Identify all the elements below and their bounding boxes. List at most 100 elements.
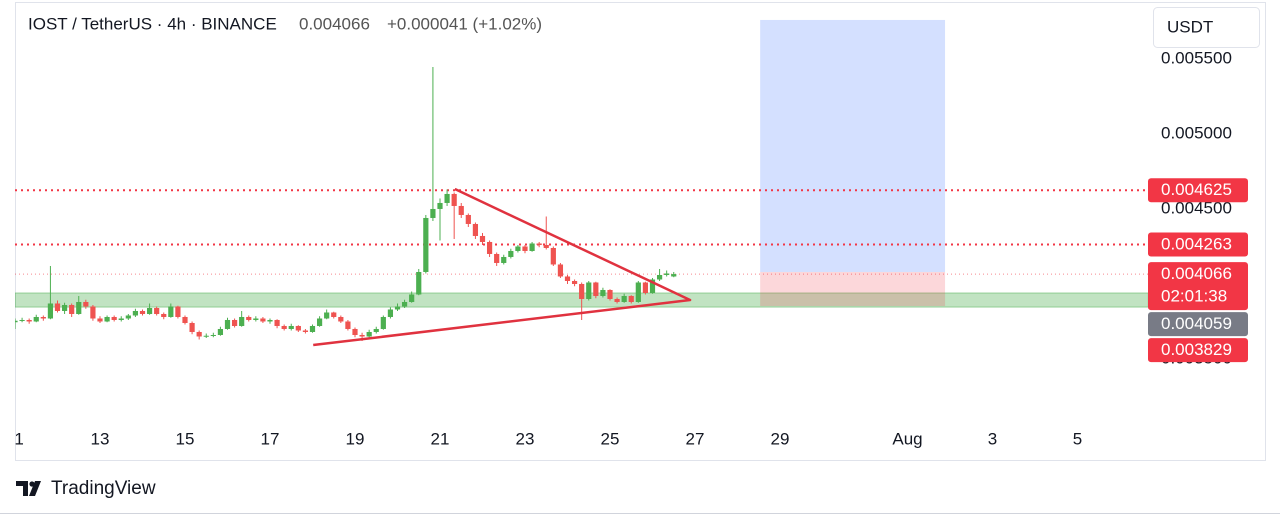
currency-label[interactable]: USDT [1167, 17, 1213, 36]
candle-body [274, 319, 280, 326]
candle-body [210, 334, 216, 336]
x-tick-label: 15 [176, 429, 195, 448]
candle-body [401, 301, 408, 307]
countdown-label: 02:01:38 [1161, 287, 1227, 306]
candle-body [33, 316, 39, 322]
price-label-box [1148, 232, 1248, 257]
price-change: +0.000041 (+1.02%) [387, 14, 542, 33]
candle-body [146, 307, 153, 314]
candle-body [465, 214, 471, 224]
chart-frame [15, 2, 1266, 461]
candle-body [154, 307, 160, 314]
chart-title: IOST / TetherUS · 4h · BINANCE [28, 14, 277, 33]
candle-body [359, 334, 365, 337]
candle-body [338, 316, 344, 322]
candle-body [175, 306, 181, 317]
candle-body [472, 223, 479, 236]
candle-body [189, 322, 195, 332]
candle-body [593, 282, 599, 296]
candle-body [54, 303, 61, 311]
price-label-box [1148, 312, 1248, 337]
x-tick-label: 29 [771, 429, 790, 448]
candle-body [19, 319, 25, 321]
candle-body [161, 313, 167, 317]
candle-body [90, 306, 96, 319]
brand-name: TradingView [51, 478, 156, 499]
price-label-box [1148, 178, 1248, 203]
candle-body [515, 246, 521, 251]
candle-body [217, 328, 224, 335]
candle-body [494, 253, 500, 263]
candle-body [430, 208, 436, 218]
price-labels: 0.004625 0.004263 0.004066 02:01:38 0.004059… [1148, 178, 1248, 363]
candle-body [47, 303, 54, 319]
candle-body [97, 318, 103, 322]
candle-body [288, 325, 294, 329]
price-label: 0.004059 [1161, 314, 1232, 333]
candle-body [316, 318, 323, 326]
candle-body [557, 264, 564, 277]
candle-body [309, 325, 316, 332]
plot-area [15, 19, 1148, 347]
candle-body [182, 316, 188, 323]
candle-body [196, 331, 202, 337]
currency-button[interactable] [1153, 7, 1260, 48]
price-label-box [1148, 262, 1248, 311]
x-tick-label: 17 [261, 429, 280, 448]
candle-body [423, 217, 429, 272]
candle-body [168, 306, 174, 317]
candle-body [479, 235, 486, 242]
y-tick-label: 0.005000 [1161, 123, 1232, 142]
candle-body [345, 321, 351, 329]
x-tick-label: 3 [988, 429, 997, 448]
candle-body [125, 315, 131, 319]
candle-body [671, 274, 677, 277]
candle-body [571, 280, 578, 284]
candle-body [579, 283, 585, 299]
candle-body [543, 244, 549, 248]
candle-body [104, 316, 110, 322]
candle-body [628, 295, 634, 302]
candle-body [366, 331, 372, 337]
candle-body [203, 335, 209, 337]
x-tick-label: 11 [6, 429, 24, 448]
candle-body [118, 318, 124, 320]
candle-body [373, 328, 379, 332]
x-tick-label: 25 [601, 429, 620, 448]
candle-body [437, 202, 443, 209]
candle-body [664, 273, 670, 275]
candle-body [550, 247, 556, 265]
brand-logo [16, 481, 41, 496]
y-tick-label: 0.004500 [1161, 198, 1232, 217]
candle-body [132, 310, 139, 316]
candle-body [231, 319, 238, 326]
candle-body [331, 312, 337, 317]
candle-body [614, 298, 620, 302]
candle-body [246, 316, 252, 320]
candle-body [508, 250, 514, 257]
candle-body [649, 279, 656, 293]
price-label: 0.004066 [1161, 264, 1232, 283]
candle-body [61, 304, 68, 311]
candle-body [586, 282, 592, 299]
candle-body [607, 289, 613, 299]
candle-body [600, 289, 606, 296]
candle-body [380, 316, 386, 329]
candle-body [444, 193, 450, 203]
candle-body [656, 274, 663, 280]
candle-body [635, 282, 641, 302]
candle-body [40, 316, 46, 319]
x-tick-label: 27 [686, 429, 705, 448]
x-tick-label: 5 [1073, 429, 1082, 448]
candle-body [522, 246, 528, 251]
candle-body [295, 325, 301, 331]
x-tick-label: 19 [346, 429, 365, 448]
candle-body [416, 271, 422, 295]
candle-body [458, 205, 464, 215]
price-label: 0.004625 [1161, 180, 1232, 199]
candle-body [239, 316, 245, 326]
candle-body [224, 319, 231, 329]
candle-body [387, 309, 394, 317]
